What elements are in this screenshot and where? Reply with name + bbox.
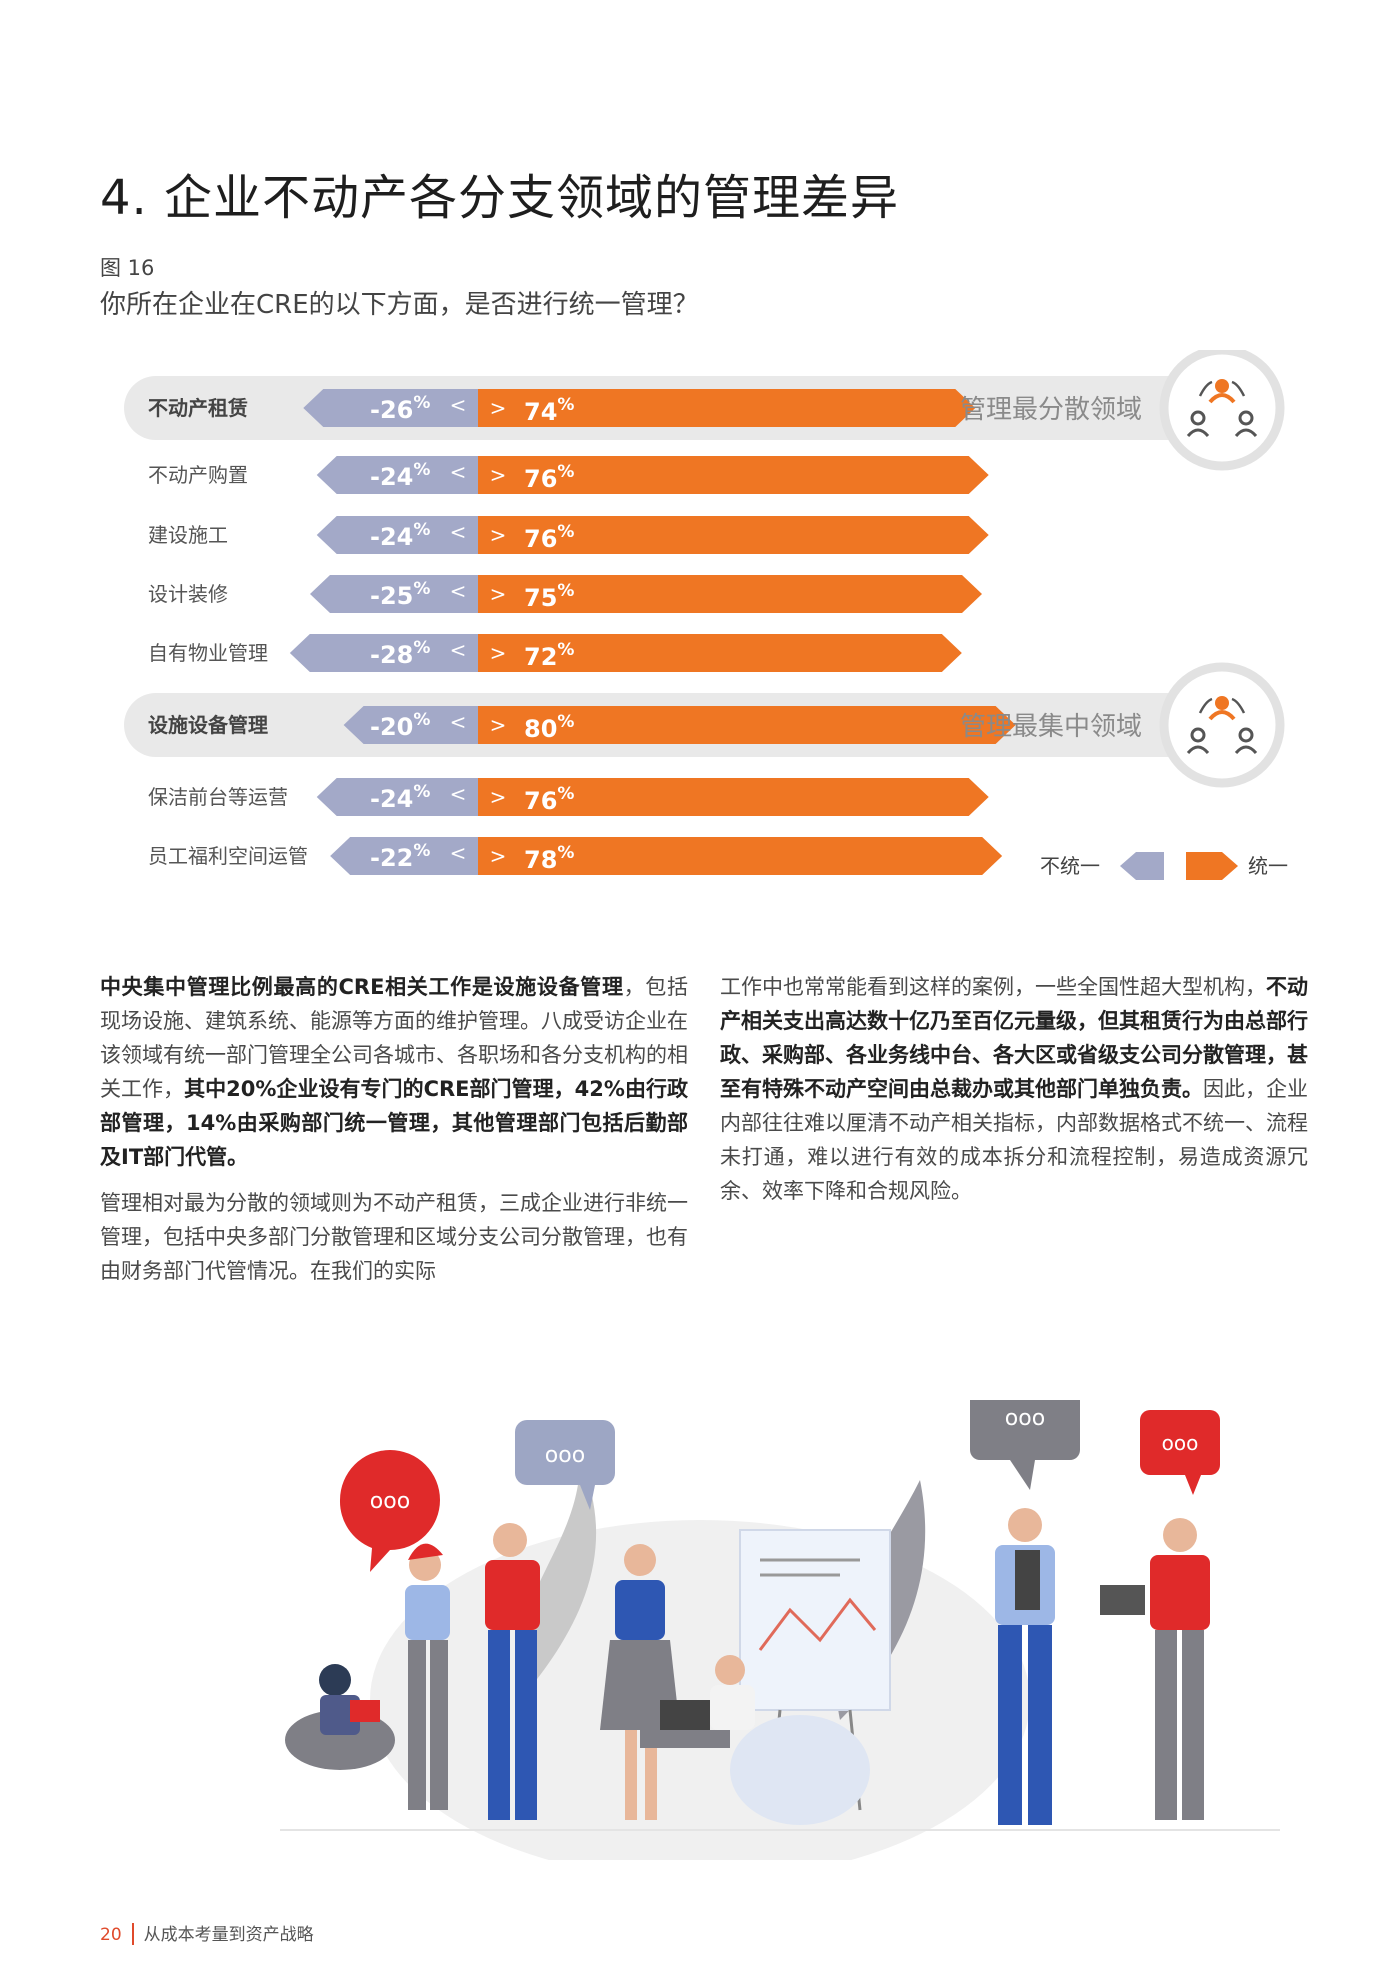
greater-than-symbol: > (490, 523, 507, 547)
less-than-symbol: < (450, 460, 467, 484)
value-label-negative: -25% (370, 579, 430, 610)
figure-number: 图 16 (100, 256, 155, 280)
page-number: 20 (100, 1925, 122, 1945)
bold-text: 不动产相关支出高达数十亿乃至百亿元量级，但其租赁行为由总部行政、采购部、各业务线… (720, 975, 1308, 1101)
greater-than-symbol: > (490, 785, 507, 809)
bar-positive (478, 837, 1003, 875)
speech-bubble-red: ooo (339, 1450, 440, 1572)
person-man-vest (995, 1508, 1055, 1825)
svg-text:ooo: ooo (545, 1443, 585, 1468)
bar-positive (478, 778, 989, 816)
greater-than-symbol: > (490, 463, 507, 487)
bar-positive (478, 706, 1016, 744)
less-than-symbol: < (450, 710, 467, 734)
greater-than-symbol: > (490, 713, 507, 737)
body-text: 工作中也常常能看到这样的案例，一些全国性超大型机构， (720, 975, 1266, 999)
category-label: 设施设备管理 (148, 713, 268, 737)
value-label-negative: -26% (370, 393, 430, 424)
text-column-left: 中央集中管理比例最高的CRE相关工作是设施设备管理，包括现场设施、建筑系统、能源… (100, 970, 688, 1300)
figure-question: 你所在企业在CRE的以下方面，是否进行统一管理？ (100, 290, 699, 320)
speech-bubble-blue: ooo (515, 1420, 615, 1510)
category-label: 员工福利空间运管 (148, 844, 308, 868)
legend-label-negative: 不统一 (1040, 854, 1100, 878)
people-icon (1186, 379, 1258, 438)
people-network-icon (1159, 662, 1285, 788)
legend-swatch-negative (1120, 852, 1164, 880)
legend-label-positive: 统一 (1248, 854, 1288, 878)
people-icon (1186, 696, 1258, 755)
bar-negative (316, 516, 478, 554)
bar-negative (316, 778, 478, 816)
footer: 20 从成本考量到资产战略 (100, 1920, 314, 1945)
less-than-symbol: < (450, 579, 467, 603)
less-than-symbol: < (450, 520, 467, 544)
value-label-positive: 76% (524, 522, 574, 553)
value-label-negative: -24% (370, 460, 430, 491)
person-man-red-shirt (485, 1523, 540, 1820)
svg-text:ooo: ooo (370, 1489, 410, 1514)
bar-positive (478, 389, 976, 427)
bold-text: 其中20%企业设有专门的CRE部门管理，42%由行政部管理，14%由采购部门统一… (100, 1077, 688, 1169)
value-label-negative: -24% (370, 520, 430, 551)
bar-negative (316, 456, 478, 494)
less-than-symbol: < (450, 393, 467, 417)
paragraph: 管理相对最为分散的领域则为不动产租赁，三成企业进行非统一管理，包括中央多部门分散… (100, 1191, 688, 1283)
svg-text:ooo: ooo (1005, 1406, 1045, 1431)
bar-positive (478, 516, 989, 554)
people-network-icon (1159, 350, 1285, 471)
greater-than-symbol: > (490, 641, 507, 665)
svg-text:ooo: ooo (1162, 1431, 1199, 1455)
body-text: 因此，企业内部往往难以厘清不动产相关指标，内部数据格式不统一、流程未打通，难以进… (720, 1077, 1308, 1203)
greater-than-symbol: > (490, 582, 507, 606)
category-label: 不动产购置 (148, 463, 248, 487)
bar-positive (478, 575, 982, 613)
bar-negative (330, 837, 478, 875)
less-than-symbol: < (450, 841, 467, 865)
paragraph: 工作中也常常能看到这样的案例，一些全国性超大型机构，不动产相关支出高达数十亿乃至… (720, 970, 1308, 1208)
whiteboard (739, 1529, 891, 1811)
highlight-label: 管理最分散领域 (960, 395, 1142, 425)
category-label: 保洁前台等运营 (148, 785, 288, 809)
bar-negative (310, 575, 478, 613)
bar-negative (343, 706, 478, 744)
value-label-negative: -28% (370, 638, 430, 669)
legend-swatch-positive (1186, 852, 1238, 880)
person-woman-phone (405, 1543, 450, 1810)
bar-negative (303, 389, 478, 427)
category-label: 不动产租赁 (148, 396, 248, 420)
category-label: 建设施工 (148, 523, 228, 547)
person-sitting-left (285, 1664, 395, 1770)
team-discussion-illustration: ooo ooo ooo ooo (280, 1400, 1280, 1860)
paragraph: 中央集中管理比例最高的CRE相关工作是设施设备管理，包括现场设施、建筑系统、能源… (100, 970, 688, 1174)
category-label: 自有物业管理 (148, 641, 268, 665)
speech-bubble-grey: ooo (970, 1400, 1080, 1490)
background-blob (370, 1520, 1030, 1860)
footer-divider (131, 1923, 134, 1945)
highlight-label: 管理最集中领域 (960, 712, 1142, 742)
person-man-laptop (1100, 1518, 1210, 1820)
category-label: 设计装修 (148, 582, 228, 606)
less-than-symbol: < (450, 638, 467, 662)
greater-than-symbol: > (490, 844, 507, 868)
footer-text: 从成本考量到资产战略 (143, 1925, 314, 1945)
person-laptop-beanbag (640, 1655, 870, 1825)
less-than-symbol: < (450, 782, 467, 806)
greater-than-symbol: > (490, 396, 507, 420)
bold-text: 中央集中管理比例最高的CRE相关工作是设施设备管理 (100, 975, 624, 999)
body-text: ，包括现场设施、建筑系统、能源等方面的维护管理。八成受访企业在该领域有统一部门管… (100, 975, 688, 1101)
text-column-right: 工作中也常常能看到这样的案例，一些全国性超大型机构，不动产相关支出高达数十亿乃至… (720, 970, 1308, 1220)
bar-positive (478, 634, 962, 672)
page-title: 4. 企业不动产各分支领域的管理差异 (100, 170, 900, 226)
bar-negative (289, 634, 478, 672)
speech-bubble-red: ooo (1140, 1410, 1220, 1495)
bar-positive (478, 456, 989, 494)
